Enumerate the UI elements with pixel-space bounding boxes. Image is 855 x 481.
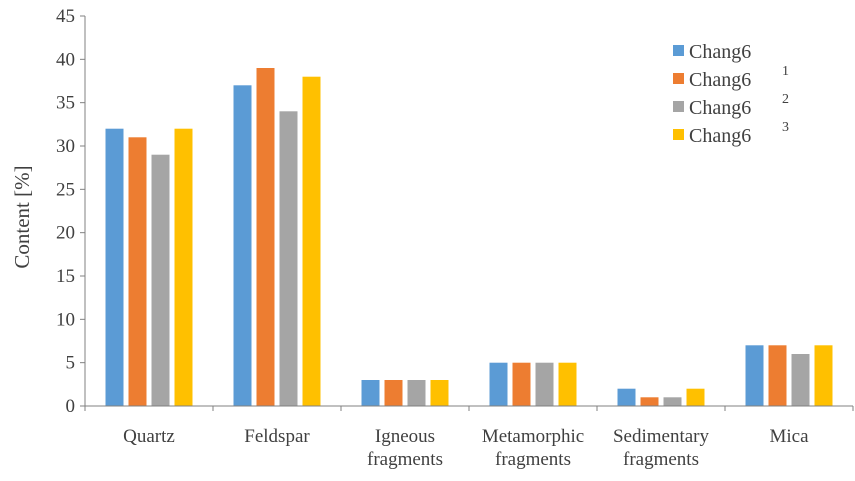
bars-layer: [105, 68, 833, 407]
x-category-label-line: Quartz: [123, 426, 175, 447]
bar-series4-cat3: [430, 380, 449, 406]
bar-series4-cat2: [302, 76, 321, 406]
bar-series3-cat4: [535, 362, 554, 406]
legend-label-3: Chang6: [689, 97, 751, 119]
x-category-label-line: Sedimentary: [613, 426, 710, 447]
bar-series2-cat4: [512, 362, 531, 406]
x-category-label: Sedimentary fragments: [613, 426, 710, 470]
x-category-label-line: Feldspar: [244, 426, 310, 447]
bar-series1-cat5: [617, 388, 636, 406]
legend: Chang6 Chang6 Chang6 Chang6 1 2 3: [673, 41, 789, 147]
y-tick-label: 5: [66, 353, 76, 374]
x-category-label: Mica: [769, 426, 809, 447]
y-tick-label: 0: [66, 396, 76, 417]
bar-series1-cat3: [361, 380, 380, 406]
legend-label-4: Chang6: [689, 125, 751, 147]
x-category-label: Igneous fragments: [367, 426, 443, 470]
bar-series3-cat5: [663, 397, 682, 406]
legend-subscript-1: 1: [782, 64, 789, 79]
bar-series2-cat5: [640, 397, 659, 406]
y-tick-label: 10: [56, 309, 75, 330]
y-tick-label: 45: [56, 6, 75, 27]
y-tick-label: 20: [56, 223, 75, 244]
bar-series4-cat4: [558, 362, 577, 406]
y-tick-label: 25: [56, 179, 75, 200]
bar-series4-cat5: [686, 388, 705, 406]
y-axis-title: Content [%]: [10, 165, 34, 268]
legend-swatch-4: [673, 129, 684, 140]
legend-subscript-3: 3: [782, 120, 789, 135]
bar-series2-cat3: [384, 380, 403, 406]
y-tick-label: 30: [56, 136, 75, 157]
bar-series3-cat3: [407, 380, 426, 406]
bar-series1-cat6: [745, 345, 764, 406]
x-category-label-line: Mica: [769, 426, 809, 447]
x-category-label-line: fragments: [623, 449, 699, 470]
bar-series3-cat1: [151, 154, 170, 406]
y-tick-label: 15: [56, 266, 75, 287]
x-category-label-line: Metamorphic: [482, 426, 584, 447]
x-category-label-line: fragments: [495, 449, 571, 470]
y-tick-label: 40: [56, 49, 75, 70]
bar-series1-cat2: [233, 85, 252, 407]
bar-series2-cat2: [256, 68, 275, 406]
bar-series3-cat2: [279, 111, 298, 407]
legend-swatch-1: [673, 45, 684, 56]
bar-series4-cat6: [814, 345, 833, 406]
bar-series4-cat1: [174, 128, 193, 406]
legend-label-1: Chang6: [689, 41, 751, 63]
bar-series2-cat6: [768, 345, 787, 406]
bar-series1-cat1: [105, 128, 124, 406]
x-category-label-line: fragments: [367, 449, 443, 470]
x-category-label: Metamorphic fragments: [482, 426, 584, 470]
x-category-label-line: Igneous: [375, 426, 435, 447]
x-category-label: Quartz: [123, 426, 175, 447]
legend-label-2: Chang6: [689, 69, 751, 91]
bar-series3-cat6: [791, 354, 810, 406]
legend-swatch-2: [673, 73, 684, 84]
x-category-label: Feldspar: [244, 426, 310, 447]
bar-series1-cat4: [489, 362, 508, 406]
bar-series2-cat1: [128, 137, 147, 407]
legend-swatch-3: [673, 101, 684, 112]
y-tick-label: 35: [56, 93, 75, 114]
legend-subscript-2: 2: [782, 92, 789, 107]
axes-layer: [80, 15, 854, 411]
